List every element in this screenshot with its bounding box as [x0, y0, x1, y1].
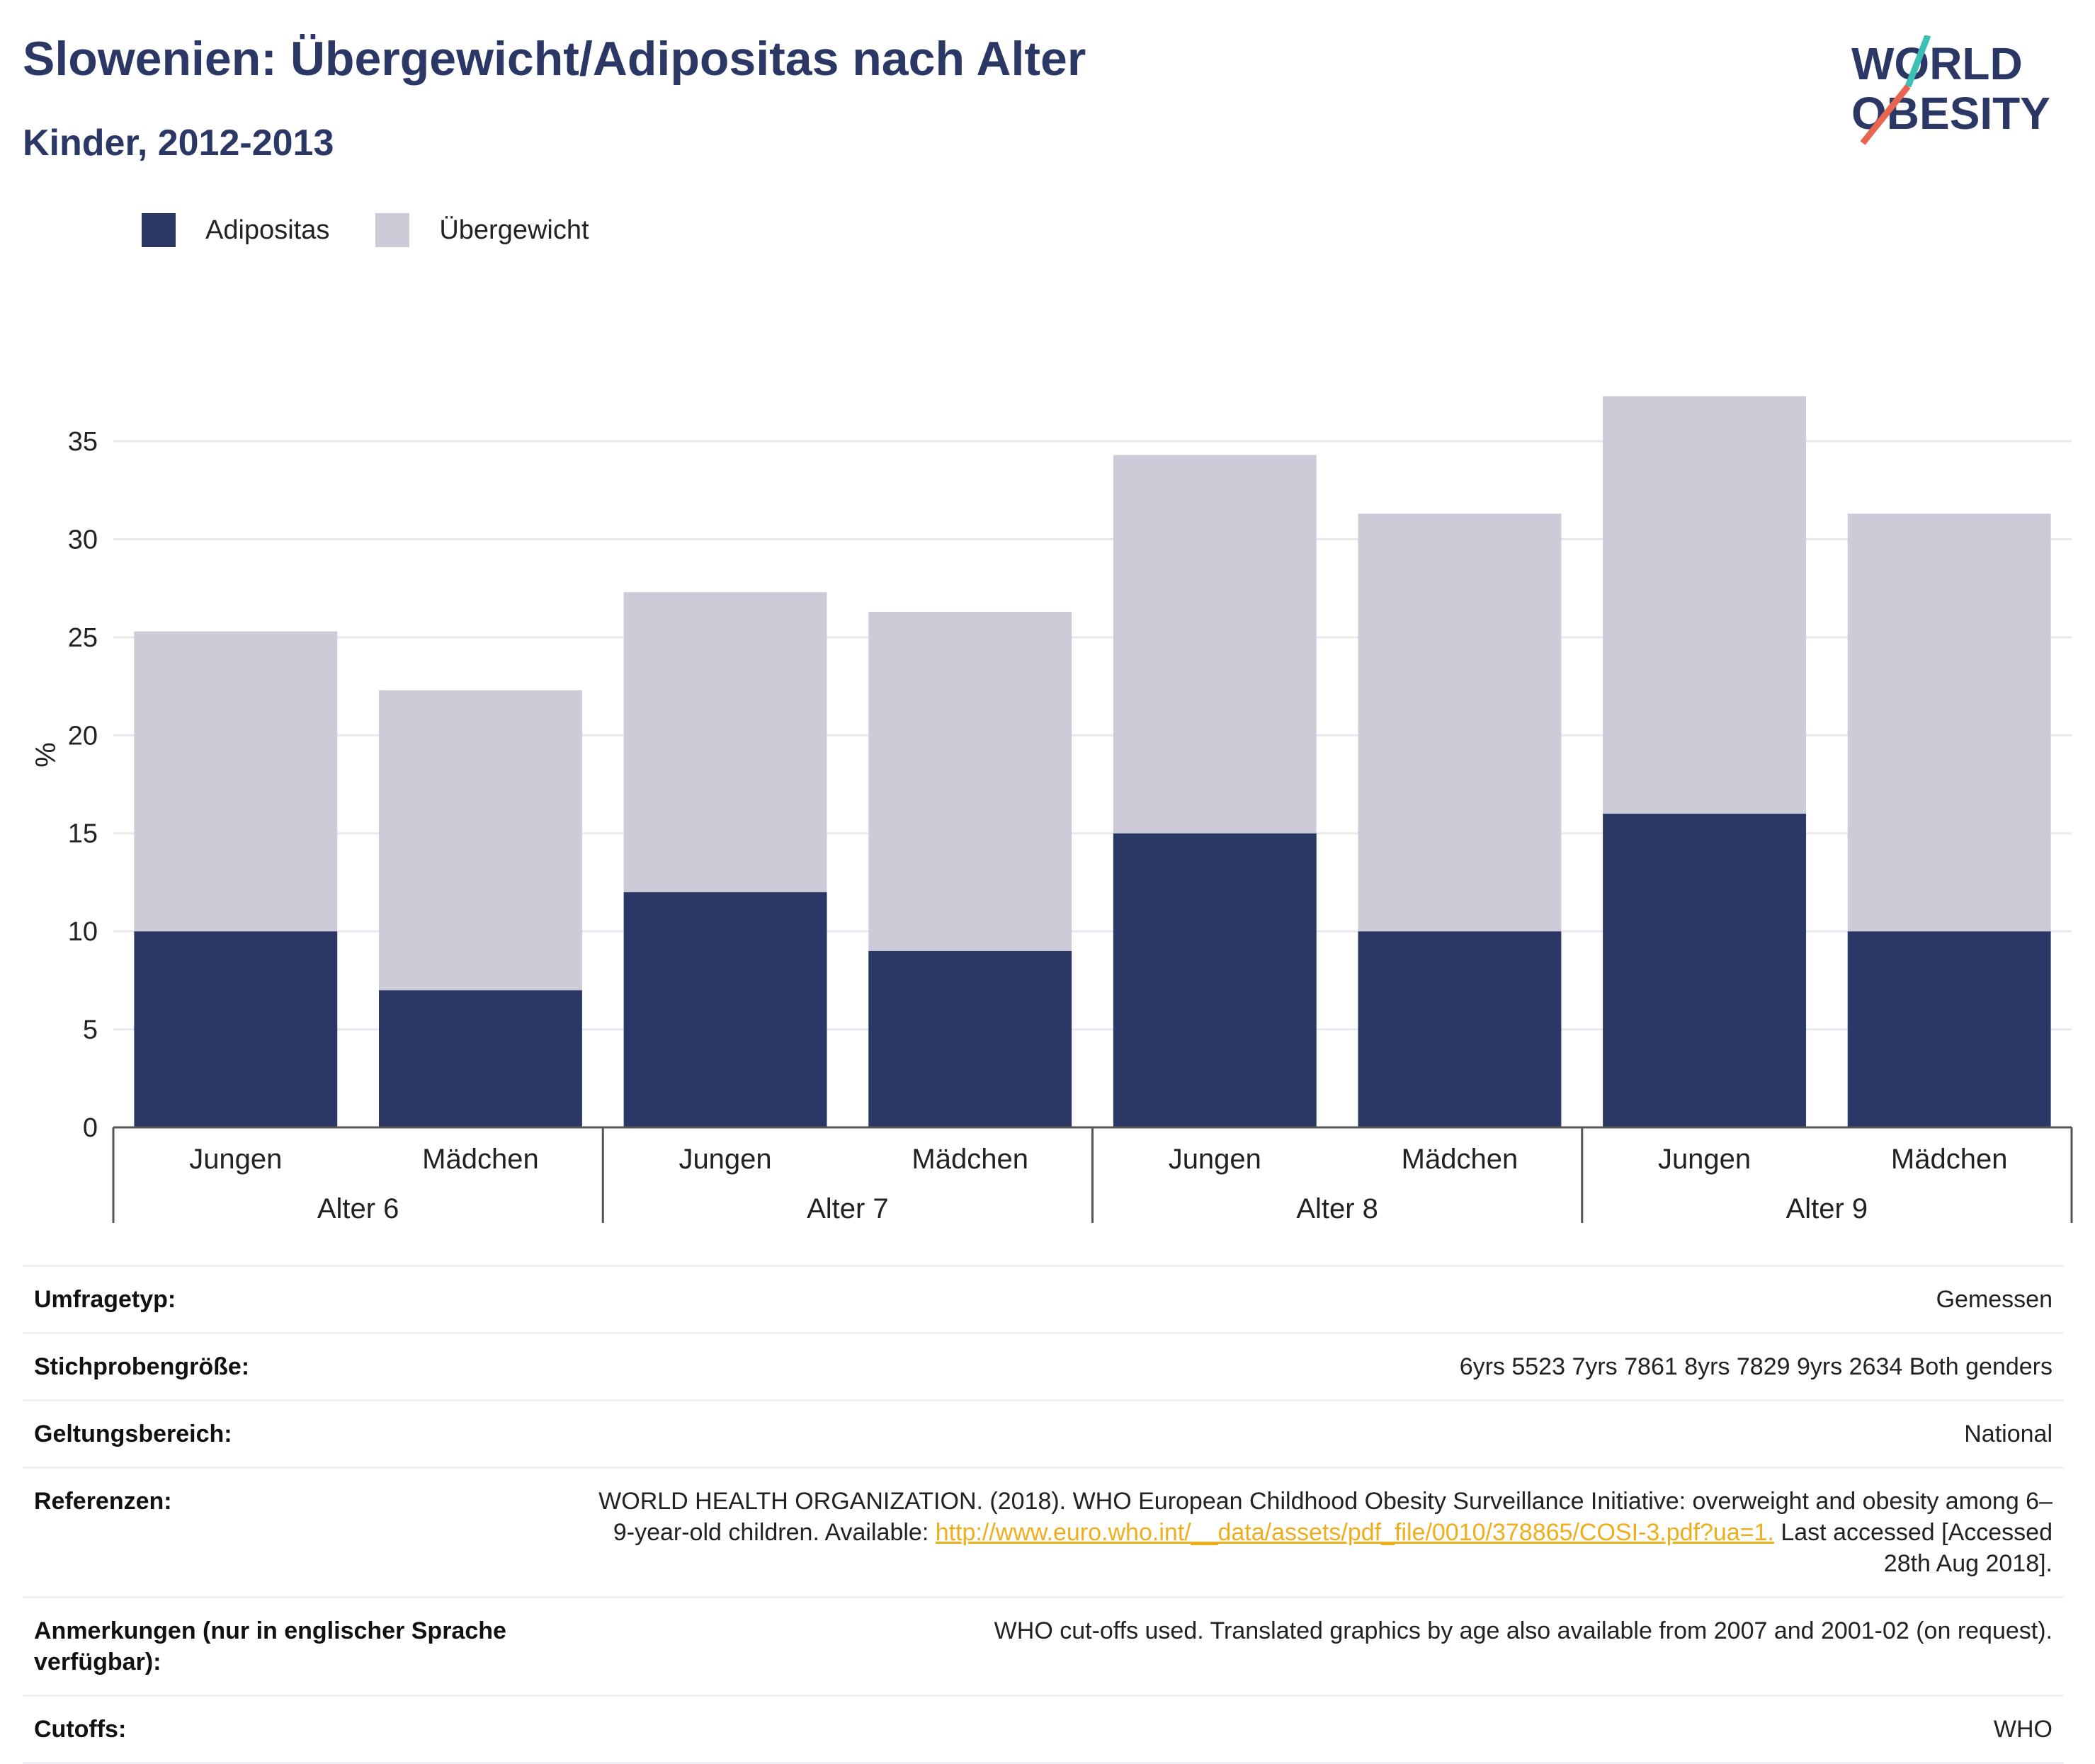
bar-adipositas [868, 950, 1072, 1127]
survey-type-label: Umfragetyp: [34, 1286, 176, 1313]
y-tick-label: 10 [68, 917, 98, 947]
scope-value: National [1964, 1421, 2053, 1447]
y-tick-label: 20 [68, 721, 98, 751]
bar-uebergewicht [868, 611, 1072, 951]
chart-title: Slowenien: Übergewicht/Adipositas nach A… [23, 32, 1086, 86]
info-table: Umfragetyp: Gemessen Stichprobengröße: 6… [23, 1265, 2064, 1764]
cutoffs-label: Cutoffs: [34, 1716, 127, 1743]
survey-type-value: Gemessen [1936, 1286, 2053, 1313]
info-row-references: Referenzen: WORLD HEALTH ORGANIZATION. (… [23, 1467, 2064, 1596]
references-label: Referenzen: [34, 1488, 172, 1515]
bar-uebergewicht [623, 592, 827, 892]
legend-item-adipositas: Adipositas [142, 213, 329, 247]
info-row-notes: Anmerkungen (nur in englischer Sprache v… [23, 1596, 2064, 1695]
group-label: Alter 7 [807, 1193, 889, 1224]
y-axis-label: % [30, 742, 62, 768]
x-tick-label: Jungen [1658, 1144, 1751, 1175]
chart-legend: Adipositas Übergewicht [142, 209, 635, 251]
y-tick-label: 0 [83, 1113, 98, 1143]
y-tick-label: 30 [68, 525, 98, 554]
bar-adipositas [379, 990, 582, 1127]
x-tick-label: Jungen [679, 1144, 771, 1175]
references-link[interactable]: http://www.euro.who.int/__data/assets/pd… [935, 1519, 1774, 1546]
references-text-1: WORLD HEALTH ORGANIZATION. (2018). WHO E… [598, 1488, 2053, 1546]
bar-uebergewicht [1603, 396, 1806, 814]
logo-line2: OBESITY [1851, 88, 2050, 139]
chart-subtitle: Kinder, 2012-2013 [23, 123, 334, 164]
bar-uebergewicht [1358, 513, 1562, 932]
x-tick-label: Jungen [189, 1144, 282, 1175]
group-label: Alter 9 [1786, 1193, 1868, 1224]
y-tick-label: 25 [68, 623, 98, 653]
info-row-survey-type: Umfragetyp: Gemessen [23, 1265, 2064, 1332]
x-tick-label: Mädchen [1402, 1144, 1518, 1175]
cutoffs-value: WHO [1993, 1716, 2053, 1743]
bar-uebergewicht [379, 690, 582, 991]
bar-adipositas [623, 892, 827, 1127]
x-tick-label: Mädchen [912, 1144, 1028, 1175]
scope-label: Geltungsbereich: [34, 1421, 232, 1447]
bar-uebergewicht [1113, 455, 1317, 833]
info-row-cutoffs: Cutoffs: WHO [23, 1695, 2064, 1764]
references-value: WORLD HEALTH ORGANIZATION. (2018). WHO E… [594, 1486, 2053, 1579]
x-tick-label: Mädchen [422, 1144, 539, 1175]
references-text-2: Last accessed [Accessed 28th Aug 2018]. [1773, 1519, 2053, 1577]
bar-adipositas [1113, 833, 1317, 1127]
bar-chart: 0 5 10 15 20 25 30 35% Jungen Mädchen Jungen Mädche… [30, 396, 2073, 1224]
x-tick-label: Mädchen [1891, 1144, 2008, 1175]
legend-swatch-adipositas [142, 213, 176, 247]
info-row-sample-size: Stichprobengröße: 6yrs 5523 7yrs 7861 8y… [23, 1332, 2064, 1399]
logo-slash-teal [1904, 35, 1931, 88]
logo-line1: WORLD [1851, 38, 2023, 89]
group-label: Alter 6 [317, 1193, 399, 1224]
world-obesity-logo: WORLD OBESITY [1851, 35, 2050, 145]
info-row-scope: Geltungsbereich: National [23, 1399, 2064, 1467]
bar-adipositas [1358, 931, 1562, 1127]
y-tick-label: 5 [83, 1015, 98, 1045]
notes-label: Anmerkungen (nur in englischer Sprache v… [34, 1617, 506, 1675]
bar-adipositas [1847, 931, 2051, 1127]
legend-label-adipositas: Adipositas [205, 215, 330, 245]
y-tick-label: 35 [68, 427, 98, 457]
legend-item-uebergewicht: Übergewicht [375, 213, 589, 247]
bar-adipositas [134, 931, 338, 1127]
x-tick-label: Jungen [1169, 1144, 1261, 1175]
sample-size-label: Stichprobengröße: [34, 1353, 250, 1380]
group-label: Alter 8 [1296, 1193, 1378, 1224]
bar-uebergewicht [134, 631, 338, 932]
sample-size-value: 6yrs 5523 7yrs 7861 8yrs 7829 9yrs 2634 … [1459, 1353, 2053, 1380]
legend-swatch-uebergewicht [375, 213, 410, 247]
bar-uebergewicht [1847, 513, 2051, 932]
y-tick-label: 15 [68, 819, 98, 849]
logo-slash-coral [1860, 84, 1911, 145]
notes-value: WHO cut-offs used. Translated graphics b… [994, 1617, 2053, 1644]
legend-label-uebergewicht: Übergewicht [439, 215, 589, 245]
bar-adipositas [1603, 814, 1806, 1127]
